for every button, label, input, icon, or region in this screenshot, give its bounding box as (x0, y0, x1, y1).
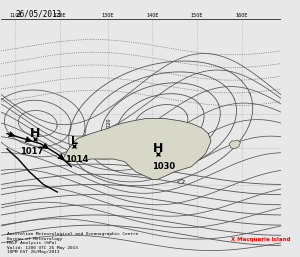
Text: 130E: 130E (101, 13, 114, 18)
Text: 140E: 140E (146, 13, 159, 18)
Text: 1020: 1020 (106, 117, 112, 130)
Text: Australian Meteorological and Oceanographic Centre
Bureau of Meteorology
MSLP An: Australian Meteorological and Oceanograp… (7, 232, 138, 254)
Polygon shape (178, 179, 184, 184)
Text: 1014: 1014 (65, 154, 88, 163)
Text: 150E: 150E (191, 13, 203, 18)
Text: 26/05/2013: 26/05/2013 (15, 9, 62, 18)
Polygon shape (63, 118, 211, 179)
Text: 1017: 1017 (20, 147, 44, 156)
Text: 110E: 110E (9, 13, 22, 18)
Text: H: H (153, 142, 163, 155)
Text: 1030: 1030 (152, 162, 175, 171)
Text: L: L (70, 136, 78, 146)
Text: 160E: 160E (236, 13, 248, 18)
Polygon shape (229, 140, 240, 149)
Text: 120E: 120E (54, 13, 66, 18)
Text: H: H (30, 127, 40, 140)
Text: X Macquarie Island: X Macquarie Island (231, 237, 290, 242)
